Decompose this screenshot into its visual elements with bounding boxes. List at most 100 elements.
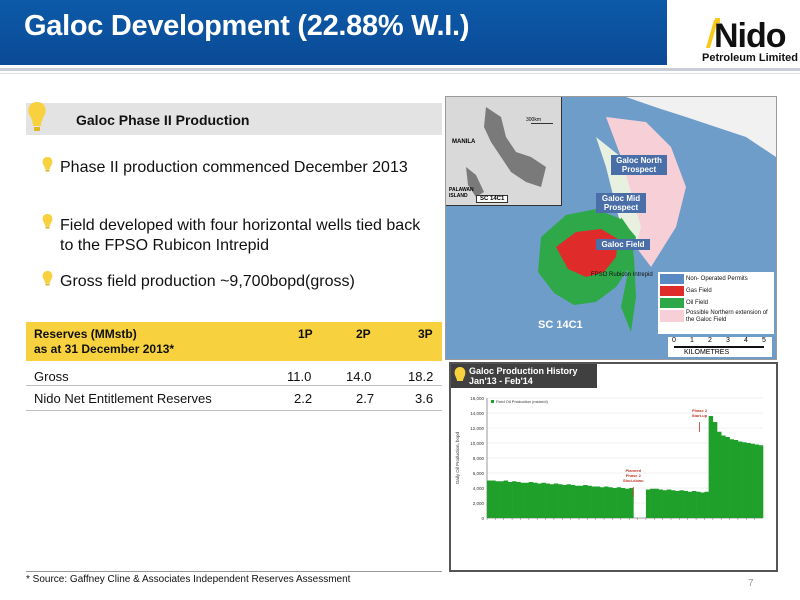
production-bar <box>717 431 722 518</box>
production-bar <box>545 483 551 518</box>
legend-swatch-gas <box>660 286 684 296</box>
lightbulb-icon <box>28 102 46 131</box>
label-galoc-field: Galoc Field <box>596 239 650 250</box>
production-bar <box>754 444 760 518</box>
reserves-cell: 11.0 <box>287 369 312 384</box>
annotation-text: Planned <box>625 468 641 473</box>
label-galoc-north: Galoc North Prospect <box>611 155 667 175</box>
production-bar <box>562 485 567 518</box>
y-tick-label: 6,000 <box>473 471 485 476</box>
production-bar <box>528 482 534 518</box>
production-bar <box>616 487 622 518</box>
production-bar <box>516 482 521 518</box>
table-divider <box>26 410 442 411</box>
inset-label-manila: MANILA <box>452 139 476 145</box>
lightbulb-bullet-icon <box>42 214 53 229</box>
production-bar <box>671 490 676 518</box>
column-header-3p: 3P <box>418 327 433 341</box>
production-bar <box>750 443 755 518</box>
production-bar <box>512 481 517 518</box>
reserves-cell: 2.7 <box>356 391 375 406</box>
production-bar <box>579 485 584 518</box>
field-map: MANILA PALAWAN ISLAND SC 14C1 300km Galo… <box>445 96 777 360</box>
legend-swatch <box>491 400 494 403</box>
production-bar <box>696 491 701 518</box>
production-bar <box>553 483 559 518</box>
legend-label: Possible Northern extension of the Galoc… <box>686 310 768 323</box>
footnote: * Source: Gaffney Cline & Associates Ind… <box>26 574 351 585</box>
y-tick-label: 14,000 <box>470 411 484 416</box>
production-bar <box>725 437 730 518</box>
map-graphic <box>538 97 776 332</box>
y-axis-label: Daily Oil Production, bopd <box>455 431 460 484</box>
lightbulb-icon <box>454 367 466 381</box>
scale-tick: 4 <box>744 337 748 344</box>
production-bar <box>599 487 605 518</box>
production-bar <box>612 488 617 518</box>
production-bar <box>549 484 555 518</box>
production-bar <box>570 485 576 518</box>
legend-swatch-oil <box>660 298 684 308</box>
production-bar <box>541 482 546 518</box>
reserves-header-date: as at 31 December 2013* <box>34 342 175 356</box>
legend-swatch-permits <box>660 274 684 284</box>
legend-label: Field Oil Production (mstm/d) <box>496 399 548 404</box>
label-fpso: FPSO Rubicon Intrepid <box>591 272 653 278</box>
production-bar <box>595 486 601 518</box>
production-bar <box>520 482 525 518</box>
logo-wordmark: Nido <box>714 17 787 55</box>
page-number: 7 <box>748 578 754 589</box>
reserves-row-label: Nido Net Entitlement Reserves <box>34 391 212 406</box>
production-bar <box>654 488 659 518</box>
production-bar <box>679 490 684 518</box>
chart-subtitle: Jan'13 - Feb'14 <box>469 376 533 386</box>
reserves-row-label: Gross <box>34 369 69 384</box>
column-header-2p: 2P <box>356 327 371 341</box>
y-tick-label: 8,000 <box>473 456 485 461</box>
production-bar <box>604 486 609 518</box>
production-bar <box>524 482 530 518</box>
production-bar <box>537 483 542 518</box>
annotation-text: Phase 2 <box>626 473 642 478</box>
inset-label-palawan: PALAWAN ISLAND <box>449 187 474 199</box>
inset-scale-label: 300km <box>526 117 542 123</box>
production-bar <box>587 485 592 518</box>
production-bar <box>742 442 747 518</box>
scale-unit: KILOMETRES <box>684 349 730 356</box>
scale-bar: 0 1 2 3 4 5 KILOMETRES <box>668 337 772 357</box>
lightbulb-bullet-icon <box>42 271 53 286</box>
production-bar <box>495 481 500 518</box>
bullet-text: Gross field production ~9,700bopd(gross) <box>60 273 355 290</box>
y-tick-label: 16,000 <box>470 396 484 401</box>
production-area-chart: 0 2,000 4,000 6,000 8,000 10,000 12,000 14,000 1… <box>455 396 764 521</box>
production-bar <box>650 488 655 518</box>
production-bar <box>683 491 689 518</box>
production-bar <box>691 491 697 518</box>
legend-swatch-extension <box>660 310 684 322</box>
label-galoc-mid: Galoc Mid Prospect <box>596 193 646 213</box>
production-bar <box>662 490 668 518</box>
production-bar <box>629 488 634 518</box>
production-bar <box>608 487 613 518</box>
label-sc14c1: SC 14C1 <box>538 319 583 331</box>
production-bar <box>487 480 492 518</box>
section-title: Galoc Phase II Production <box>76 112 250 128</box>
map-legend: Non- Operated Permits Gas Field Oil Fiel… <box>658 272 774 334</box>
annotation-text: Start-up <box>692 413 708 418</box>
production-bar <box>758 445 764 518</box>
production-bar <box>645 489 651 518</box>
production-bar <box>491 480 496 518</box>
logo-subtitle: Petroleum Limited <box>702 52 798 64</box>
production-bar <box>591 486 597 518</box>
column-header-1p: 1P <box>298 327 313 341</box>
y-tick-label: 12,000 <box>470 426 484 431</box>
production-bar <box>620 488 626 518</box>
legend-label: Non- Operated Permits <box>686 276 748 282</box>
production-bar <box>746 443 751 518</box>
production-bar <box>687 491 693 518</box>
nido-logo-icon <box>706 18 720 48</box>
scale-tick: 1 <box>690 337 694 344</box>
y-tick-label: 2,000 <box>473 501 485 506</box>
production-bar <box>574 485 580 518</box>
bullet-text: Phase II production commenced December 2… <box>60 159 408 176</box>
